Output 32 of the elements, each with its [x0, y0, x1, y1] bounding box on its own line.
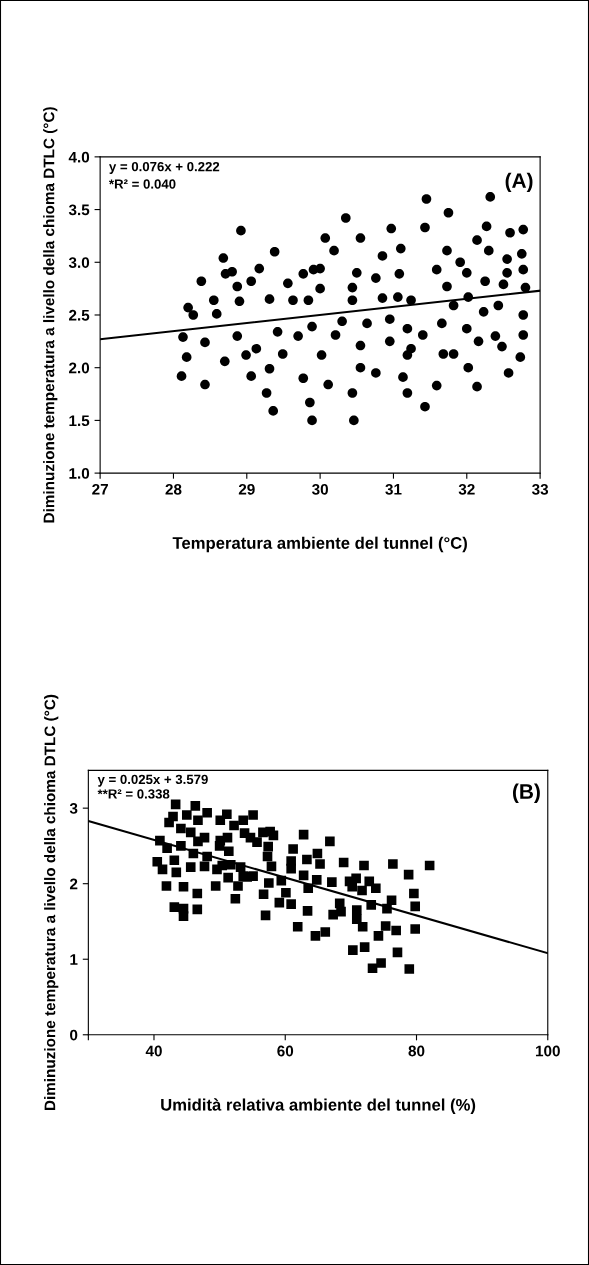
x-tick-label: 30	[311, 483, 328, 495]
y-axis-title: Diminuzione temperatura a livello della chioma DTLC (°C)	[44, 694, 59, 1111]
y-tick-label: 1.5	[69, 415, 90, 427]
y-tick-label: 1.0	[69, 467, 90, 479]
x-tick-label: 28	[165, 483, 182, 495]
y-tick-label: 2	[69, 878, 78, 890]
y-tick-label: 3	[69, 803, 78, 814]
x-tick-label: 29	[238, 483, 255, 495]
x-tick-label: 32	[458, 483, 475, 495]
x-tick-label: 40	[145, 1045, 162, 1057]
annotation: **R² = 0.338	[97, 789, 170, 799]
y-tick-label: 3.5	[68, 204, 90, 216]
annotation: y = 0.076x + 0.222	[109, 161, 220, 174]
y-tick-label: 0	[70, 1029, 78, 1041]
x-tick-label: 60	[277, 1045, 294, 1057]
x-tick-label: 80	[408, 1045, 425, 1057]
annotation: y = 0.025x + 3.579	[97, 774, 208, 787]
y-tick-label: 2.5	[69, 309, 90, 321]
y-tick-label: 2.0	[69, 362, 90, 374]
x-tick-label: 33	[531, 483, 549, 495]
annotation: *R² = 0.040	[108, 179, 176, 189]
y-tick-label: 1	[70, 954, 78, 965]
y-tick-label: 3.0	[68, 257, 90, 268]
y-tick-label: 4.0	[68, 151, 90, 163]
x-tick-label: 27	[92, 483, 108, 495]
x-tick-label: 31	[385, 483, 402, 495]
annotation: (A)	[505, 172, 533, 193]
x-tick-label: 100	[535, 1045, 560, 1057]
y-axis-title: Diminuzione temperatura a livello della chioma DTLC (°C)	[43, 107, 58, 523]
annotation: (B)	[513, 783, 540, 804]
x-axis-title: Umidità relativa ambiente del tunnel (%)	[161, 1098, 476, 1114]
x-axis-title: Temperatura ambiente del tunnel (°C)	[172, 536, 467, 553]
